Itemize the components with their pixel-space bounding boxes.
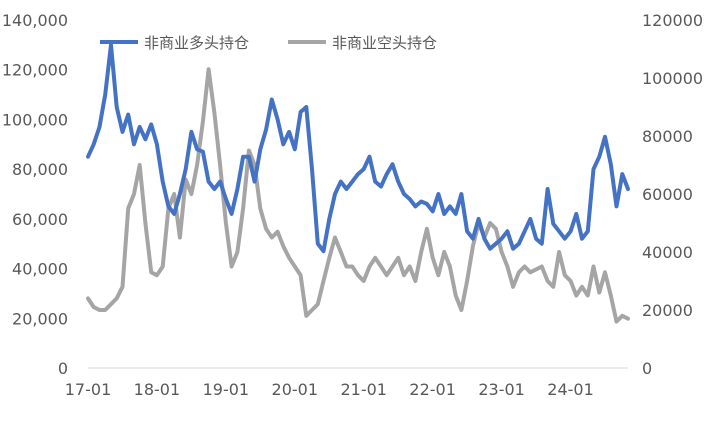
left-axis-tick-label: 120,000 (2, 61, 68, 80)
series-line-long (86, 42, 630, 254)
x-axis-ticks: 17-01 18-01 19-01 20-01 21-01 22-01 23-01 24-01 (65, 380, 594, 399)
left-axis-tick-label: 20,000 (12, 309, 68, 328)
left-axis-tick-label: 0 (58, 359, 68, 378)
right-axis-tick-label: 60000 (642, 185, 693, 204)
left-axis-tick-label: 40,000 (12, 260, 68, 279)
legend: 非商业多头持仓 非商业空头持仓 (100, 34, 437, 52)
left-axis-tick-label: 80,000 (12, 160, 68, 179)
x-axis-tick-label: 21-01 (340, 380, 387, 399)
left-axis-tick-label: 100,000 (2, 110, 68, 129)
right-axis-tick-label: 40000 (642, 243, 693, 262)
left-axis-tick-label: 60,000 (12, 210, 68, 229)
right-axis-ticks: 0 20000 40000 60000 80000 100000 120000 (642, 11, 703, 378)
series-lines (86, 42, 630, 324)
right-axis-tick-label: 100000 (642, 69, 703, 88)
x-axis-tick-label: 24-01 (547, 380, 594, 399)
legend-label-short: 非商业空头持仓 (332, 34, 437, 52)
x-axis-tick-label: 22-01 (409, 380, 456, 399)
right-axis-tick-label: 80000 (642, 127, 693, 146)
series-line-short (86, 67, 630, 324)
left-axis-ticks: 0 20,000 40,000 60,000 80,000 100,000 120,000 1… (2, 11, 68, 378)
legend-label-long: 非商业多头持仓 (144, 34, 249, 52)
x-axis-tick-label: 20-01 (272, 380, 319, 399)
right-axis-tick-label: 0 (642, 359, 652, 378)
right-axis-tick-label: 20000 (642, 301, 693, 320)
x-axis-tick-label: 19-01 (203, 380, 250, 399)
x-axis-tick-label: 23-01 (478, 380, 525, 399)
left-axis-tick-label: 140,000 (2, 11, 68, 30)
x-axis-tick-label: 17-01 (65, 380, 112, 399)
right-axis-tick-label: 120000 (642, 11, 703, 30)
x-axis-tick-label: 18-01 (134, 380, 181, 399)
